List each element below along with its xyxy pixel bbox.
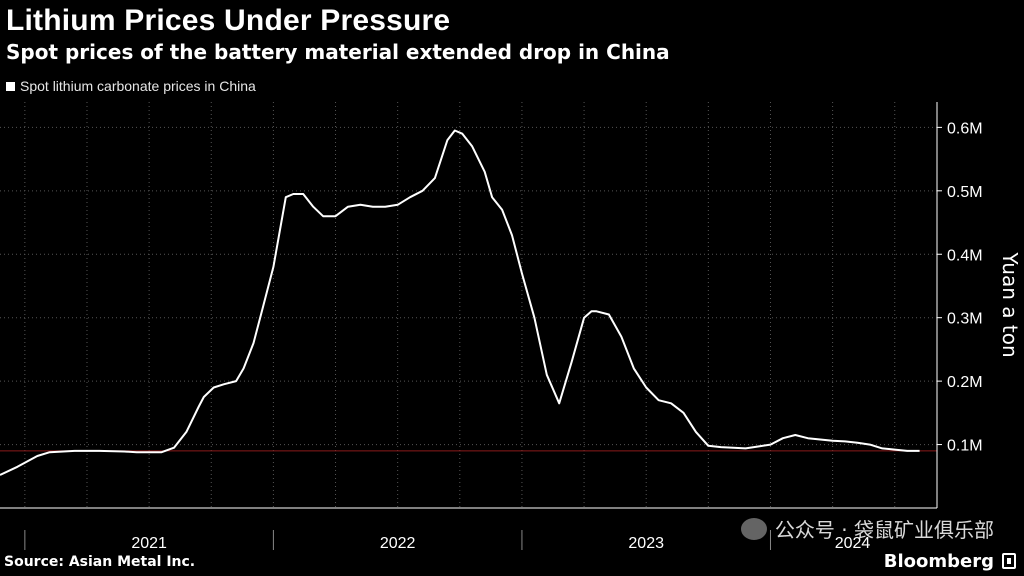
- y-tick-label: 0.5M: [947, 184, 983, 201]
- y-tick-label: 0.4M: [947, 247, 983, 264]
- series-line: [0, 129, 920, 476]
- chart-subtitle: Spot prices of the battery material exte…: [6, 40, 670, 64]
- x-tick-label: 2024: [835, 535, 871, 552]
- y-tick-label: 0.3M: [947, 311, 983, 328]
- y-tick-label: 0.1M: [947, 438, 983, 455]
- chart-title: Lithium Prices Under Pressure: [6, 4, 451, 37]
- x-tick-label: 2021: [131, 535, 167, 552]
- wechat-icon: [740, 517, 767, 540]
- brand-logo: Bloomberg: [883, 551, 994, 572]
- watermark-text: 公众号 · 袋鼠矿业俱乐部: [774, 518, 994, 542]
- legend: Spot lithium carbonate prices in China: [6, 78, 256, 94]
- y-tick-label: 0.2M: [947, 374, 983, 391]
- source-note: Source: Asian Metal Inc.: [4, 554, 196, 570]
- grid-layer: [0, 102, 937, 508]
- y-axis-label: Yuan a ton: [998, 251, 1022, 357]
- series-layer: [0, 129, 920, 476]
- x-tick-label: 2023: [628, 535, 664, 552]
- legend-label: Spot lithium carbonate prices in China: [20, 78, 256, 94]
- axis-layer: 0.1M 0.2M 0.3M 0.4M 0.5M 0.6M Yuan a ton 2021 20…: [0, 102, 1022, 552]
- watermark: 公众号 · 袋鼠矿业俱乐部: [740, 514, 994, 543]
- bloomberg-icon: [1002, 553, 1016, 569]
- x-tick-label: 2022: [380, 535, 416, 552]
- y-tick-label: 0.6M: [947, 120, 983, 137]
- legend-swatch-icon: [6, 81, 15, 91]
